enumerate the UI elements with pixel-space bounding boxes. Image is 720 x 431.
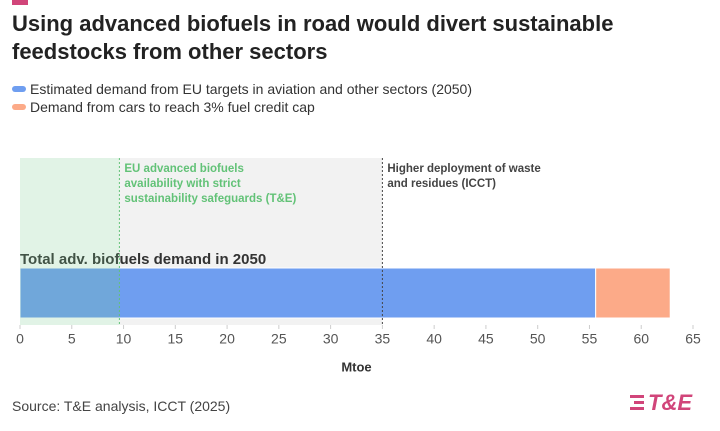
x-tick-label: 55 (582, 331, 598, 347)
x-tick-label: 30 (323, 331, 339, 347)
x-tick-label: 45 (478, 331, 494, 347)
x-axis-title: Mtoe (341, 359, 371, 374)
x-tick-label: 5 (68, 331, 76, 347)
x-tick-label: 25 (271, 331, 287, 347)
bar (19, 267, 597, 319)
x-tick-label: 15 (168, 331, 184, 347)
x-tick-label: 20 (219, 331, 235, 347)
annotation-text: EU advanced biofuels (124, 163, 244, 175)
chart-title: Using advanced biofuels in road would di… (12, 11, 614, 64)
category-label: Total adv. biofuels demand in 2050 (20, 251, 266, 268)
x-tick-label: 0 (16, 331, 24, 347)
x-tick-label: 40 (426, 331, 442, 347)
accent (12, 0, 28, 5)
x-tick-label: 65 (685, 331, 701, 347)
legend-item: Demand from cars to reach 3% fuel credit… (12, 98, 472, 116)
logo: T&E (648, 390, 693, 415)
region (20, 158, 120, 325)
legend-swatch (12, 86, 26, 92)
legend-swatch (12, 104, 26, 110)
source: Source: T&E analysis, ICCT (2025) (12, 398, 231, 414)
legend-label: Estimated demand from EU targets in avia… (30, 81, 472, 97)
annotation-text: sustainability safeguards (T&E) (124, 193, 296, 205)
bar (595, 267, 671, 319)
legend: Estimated demand from EU targets in avia… (12, 80, 472, 116)
annotation-text: Higher deployment of waste (387, 163, 540, 175)
x-tick-label: 10 (116, 331, 132, 347)
legend-item: Estimated demand from EU targets in avia… (12, 80, 472, 98)
x-tick-label: 60 (633, 331, 649, 347)
x-tick-label: 35 (375, 331, 391, 347)
annotation-text: and residues (ICCT) (387, 178, 496, 190)
x-tick-label: 50 (530, 331, 546, 347)
logo-icon (630, 395, 644, 410)
legend-label: Demand from cars to reach 3% fuel credit… (30, 99, 315, 115)
annotation-text: availability with strict (124, 178, 240, 190)
